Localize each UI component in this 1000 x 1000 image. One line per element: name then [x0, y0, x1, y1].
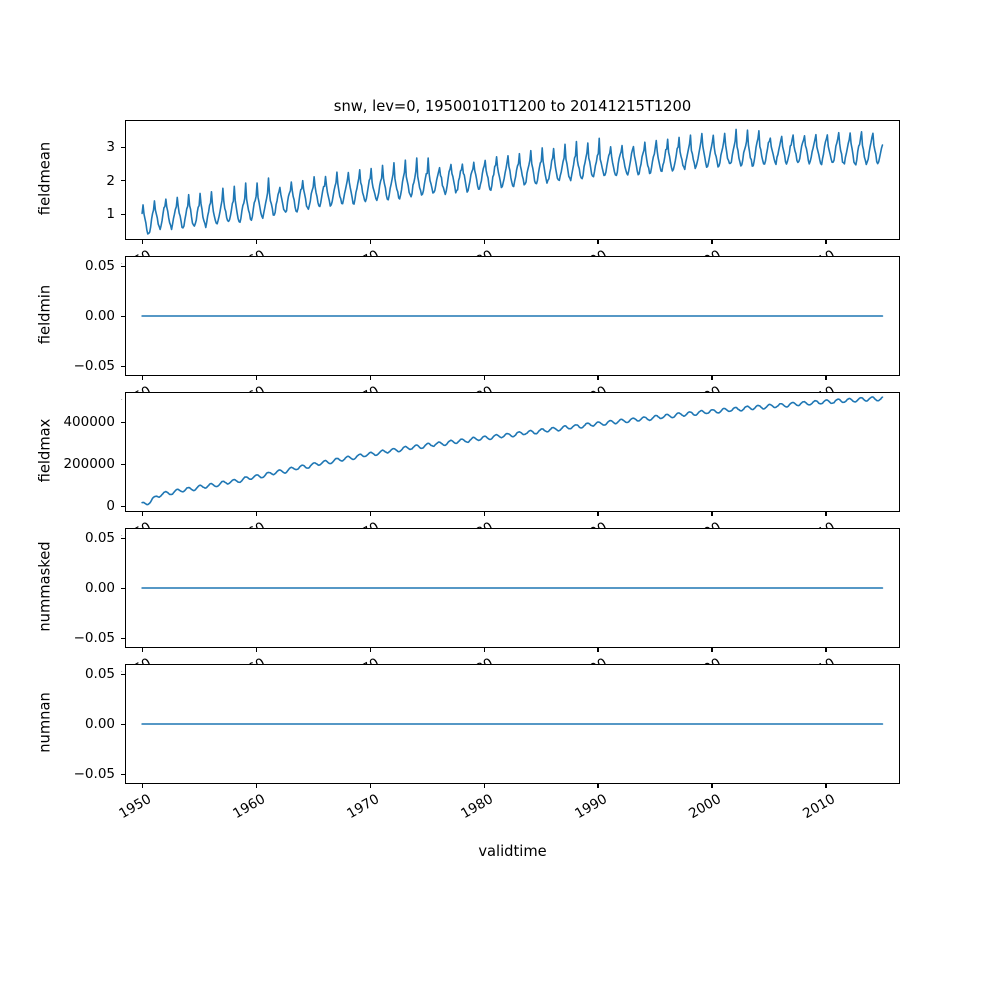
y-tick-label: 0.00: [84, 716, 115, 732]
x-tick-mark: [255, 784, 257, 788]
y-tick-label: 400000: [63, 414, 115, 431]
y-tick-mark: [121, 773, 125, 775]
subplot-fieldmean: 123fieldmean1950196019701980199020002010: [37, 120, 900, 264]
data-line-fieldmean: [141, 128, 884, 235]
subplot-nummasked: −0.050.000.05nummasked195019601970198019…: [37, 528, 900, 672]
subplot-numnan: −0.05 0.00 0.05 numnan 1950 1960 1970 1980 1990 2…: [37, 664, 900, 822]
x-tick-mark: [597, 240, 599, 244]
x-tick-mark: [711, 512, 713, 516]
y-tick-mark: [121, 723, 125, 725]
y-axis-label-nummasked: nummasked: [36, 541, 54, 632]
y-tick-label: −0.05: [73, 358, 115, 374]
x-tick-mark: [483, 512, 485, 516]
y-tick-label: 3: [106, 139, 115, 156]
x-tick-mark: [369, 376, 371, 380]
subplot-fieldmax: 0200000400000fieldmax1950196019701980199…: [37, 392, 900, 536]
y-tick-label: 0.05: [84, 666, 115, 682]
x-tick-mark: [483, 784, 485, 788]
x-tick-label: 2010: [800, 791, 838, 823]
y-tick-label: 0: [106, 498, 115, 515]
x-tick-label: 1980: [458, 791, 496, 823]
x-tick-mark: [825, 376, 827, 380]
x-tick-mark: [825, 240, 827, 244]
x-tick-label: 1960: [230, 791, 269, 823]
x-tick-mark: [483, 648, 485, 652]
x-tick-mark: [597, 648, 599, 652]
y-tick-label: 200000: [63, 456, 115, 473]
x-tick-label: 1970: [344, 791, 383, 823]
x-tick-mark: [825, 784, 827, 788]
x-tick-mark: [141, 784, 143, 788]
y-axis-label-numnan: numnan: [36, 692, 54, 753]
x-tick-mark: [597, 376, 599, 380]
y-axis-label-fieldmax: fieldmax: [36, 418, 54, 483]
x-tick-mark: [483, 376, 485, 380]
y-tick-mark: [121, 537, 125, 539]
x-tick-label: 1950: [116, 791, 155, 823]
x-tick-mark: [711, 376, 713, 380]
y-tick-label: 1: [106, 206, 115, 222]
x-axis-label: validtime: [478, 843, 547, 860]
y-axis-label-fieldmin: fieldmin: [36, 284, 54, 345]
y-tick-mark: [121, 146, 125, 148]
y-tick-mark: [121, 365, 125, 367]
y-tick-mark: [121, 637, 125, 639]
x-tick-label: 1990: [572, 791, 610, 823]
y-tick-label: 0.00: [84, 580, 115, 596]
y-axis-label-fieldmean: fieldmean: [36, 141, 54, 216]
y-tick-label: 0.05: [84, 258, 115, 274]
y-tick-mark: [121, 315, 125, 317]
y-tick-mark: [121, 673, 125, 675]
y-tick-label: −0.05: [73, 630, 115, 646]
subplot-fieldmin: −0.050.000.05fieldmin1950196019701980199…: [37, 256, 900, 400]
x-tick-mark: [711, 240, 713, 244]
data-line-fieldmin: [141, 315, 884, 317]
x-tick-mark: [141, 648, 143, 652]
x-tick-mark: [711, 648, 713, 652]
x-tick-mark: [483, 240, 485, 244]
x-tick-mark: [825, 648, 827, 652]
y-tick-mark: [121, 463, 125, 465]
x-tick-label: 2000: [686, 791, 724, 823]
y-tick-label: 0.05: [84, 530, 115, 546]
y-tick-mark: [121, 180, 125, 182]
y-tick-mark: [121, 587, 125, 589]
x-tick-mark: [369, 512, 371, 516]
axes-frame-fieldmax: [125, 392, 900, 512]
x-tick-mark: [255, 648, 257, 652]
data-line-numnan: [141, 723, 884, 725]
x-tick-mark: [255, 376, 257, 380]
x-tick-mark: [369, 240, 371, 244]
x-tick-mark: [255, 240, 257, 244]
y-tick-label: 2: [106, 172, 115, 189]
x-tick-mark: [255, 512, 257, 516]
figure-title: snw, lev=0, 19500101T1200 to 20141215T12…: [333, 98, 692, 115]
x-tick-mark: [141, 240, 143, 244]
y-tick-mark: [121, 265, 125, 267]
x-tick-mark: [711, 784, 713, 788]
y-tick-label: 0.00: [84, 308, 115, 324]
y-tick-mark: [121, 421, 125, 423]
x-tick-mark: [597, 512, 599, 516]
data-line-fieldmax: [141, 396, 884, 506]
x-tick-mark: [141, 376, 143, 380]
x-tick-label-row: 1950 1960 1970 1980 1990 2000 2010: [55, 784, 970, 830]
x-tick-mark: [369, 648, 371, 652]
x-tick-mark: [369, 784, 371, 788]
y-tick-mark: [121, 213, 125, 215]
data-line-nummasked: [141, 587, 884, 589]
x-tick-mark: [141, 512, 143, 516]
x-tick-mark: [597, 784, 599, 788]
y-tick-mark: [121, 505, 125, 507]
y-tick-label: −0.05: [73, 766, 115, 782]
x-tick-mark: [825, 512, 827, 516]
